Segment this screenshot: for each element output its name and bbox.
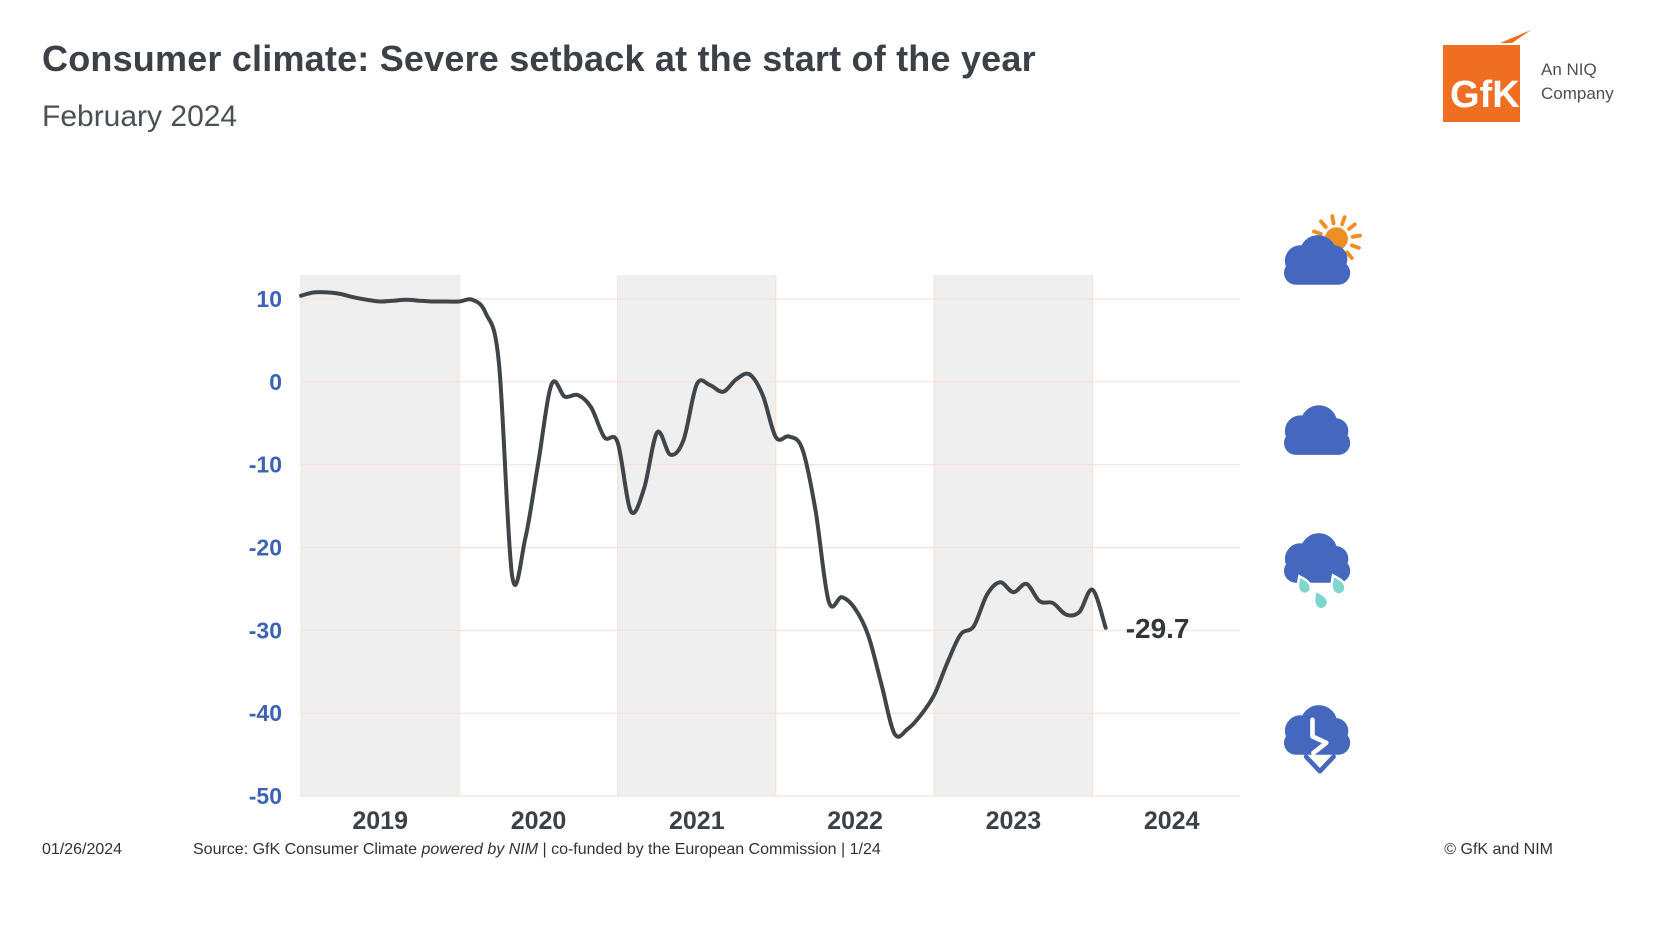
year-band [934, 275, 1093, 796]
gfk-logo-flag [1500, 30, 1531, 43]
y-tick-label: -10 [249, 452, 282, 478]
year-band [617, 275, 776, 796]
latest-value-label: -29.7 [1126, 613, 1190, 644]
sun-rays [1312, 214, 1362, 260]
consumer-climate-chart: 10 0 -10 -20 -30 -40 -50 2019 2020 2021 2022 2023 20… [220, 250, 1270, 840]
consumer-climate-chart-svg: 10 0 -10 -20 -30 -40 -50 2019 2020 2021 2022 2023 20… [249, 275, 1240, 835]
source-prefix: Source: GfK Consumer Climate [193, 841, 422, 858]
y-tick-label: -40 [249, 700, 282, 726]
down-zigzag [1310, 717, 1329, 756]
cloud-down-arrow-icon [1283, 705, 1351, 774]
y-tick-label: 0 [269, 369, 282, 395]
page-title: Consumer climate: Severe setback at the … [42, 38, 1036, 79]
sun-cloud-icon [1283, 214, 1362, 285]
x-tick-label: 2019 [352, 807, 408, 835]
niq-tagline-line2: Company [1541, 83, 1614, 103]
cloud [1283, 235, 1351, 285]
source-powered-by: powered by NIM [421, 841, 539, 858]
y-tick-label: -50 [249, 783, 282, 809]
publication-date: 01/26/2024 [42, 841, 123, 858]
source-note: Source: GfK Consumer Climate powered by … [193, 841, 881, 859]
gfk-logo: GfK [1443, 30, 1531, 122]
rain-cloud-icon [1283, 533, 1351, 613]
cloud-icon [1283, 405, 1351, 455]
x-tick-label: 2023 [986, 807, 1042, 835]
y-tick-label: 10 [256, 286, 282, 312]
source-suffix: | co-funded by the European Commission |… [538, 841, 881, 858]
report-month: February 2024 [42, 100, 238, 133]
cloud [1283, 705, 1351, 755]
y-tick-label: -30 [249, 617, 282, 643]
down-arrowhead [1303, 754, 1336, 774]
x-tick-label: 2021 [669, 807, 725, 835]
x-tick-label: 2022 [827, 807, 883, 835]
climate-line [299, 290, 1108, 739]
x-tick-label: 2020 [511, 807, 567, 835]
niq-tagline: An NIQ Company [1541, 58, 1614, 106]
copyright: © GfK and NIM [1444, 841, 1553, 858]
year-band [301, 275, 460, 796]
niq-tagline-line1: An NIQ [1541, 60, 1597, 79]
x-tick-label: 2024 [1144, 807, 1200, 835]
gfk-logo-square [1443, 45, 1520, 122]
cloud [1283, 405, 1351, 455]
gfk-logo-text: GfK [1450, 74, 1520, 116]
y-tick-label: -20 [249, 535, 282, 561]
cloud [1283, 533, 1351, 583]
